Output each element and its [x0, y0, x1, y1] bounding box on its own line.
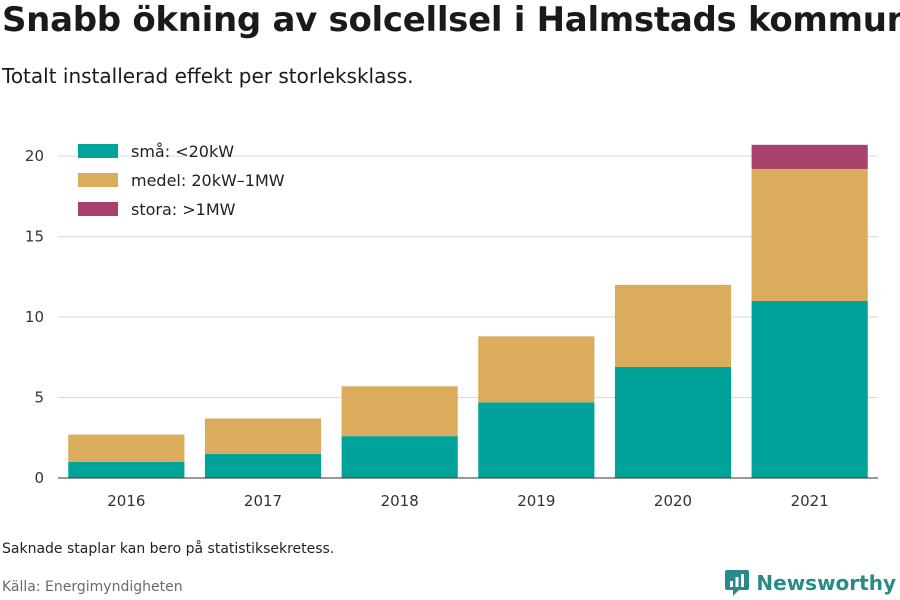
bar-segment [341, 386, 458, 437]
bar-segment [68, 434, 185, 462]
bar-segment [341, 436, 458, 478]
y-tick-label: 20 [25, 147, 44, 165]
bar-segment [751, 168, 868, 301]
newsworthy-logo-icon [725, 570, 750, 596]
stacked-bar-chart: 0 5 10 15 20 2016 2017 2018 2019 2020 2021 små: <2… [25, 142, 878, 510]
brand-name: Newsworthy [756, 571, 896, 595]
bar-segment [614, 284, 732, 367]
legend-label: små: <20kW [131, 142, 234, 161]
bar-segment [478, 336, 595, 403]
bar-segment [478, 402, 595, 478]
legend-label: stora: >1MW [131, 200, 236, 219]
bar-segment [614, 366, 732, 478]
x-tick-label: 2016 [107, 492, 145, 510]
x-tick-label: 2018 [381, 492, 419, 510]
y-tick-label: 5 [34, 389, 44, 407]
chart-subtitle: Totalt installerad effekt per storlekskl… [2, 64, 414, 88]
x-tick-label: 2020 [654, 492, 692, 510]
legend-swatch [78, 173, 118, 187]
grid-lines [58, 155, 878, 399]
bar-segment [751, 144, 868, 169]
x-tick-label: 2019 [517, 492, 555, 510]
legend-label: medel: 20kW–1MW [131, 171, 285, 190]
x-tick-label: 2017 [244, 492, 282, 510]
bar-segment [204, 453, 322, 478]
y-tick-label: 0 [34, 469, 44, 487]
bars [68, 144, 868, 478]
brand-logo[interactable]: Newsworthy [724, 568, 896, 598]
bar-segment [68, 461, 185, 478]
bar-segment [751, 300, 868, 478]
source-credit: Källa: Energimyndigheten [2, 579, 183, 595]
footnote: Saknade staplar kan bero på statistiksek… [2, 541, 335, 557]
y-tick-label: 10 [25, 308, 44, 326]
chart-title: Snabb ökning av solcellsel i Halmstads k… [2, 0, 900, 40]
legend-swatch [78, 202, 118, 216]
bar-segment [204, 418, 322, 454]
legend: små: <20kW medel: 20kW–1MW stora: >1MW [78, 142, 285, 219]
axes: 0 5 10 15 20 2016 2017 2018 2019 2020 2021 [25, 147, 878, 510]
y-tick-label: 15 [25, 228, 44, 246]
legend-swatch [78, 144, 118, 158]
x-tick-label: 2021 [791, 492, 829, 510]
